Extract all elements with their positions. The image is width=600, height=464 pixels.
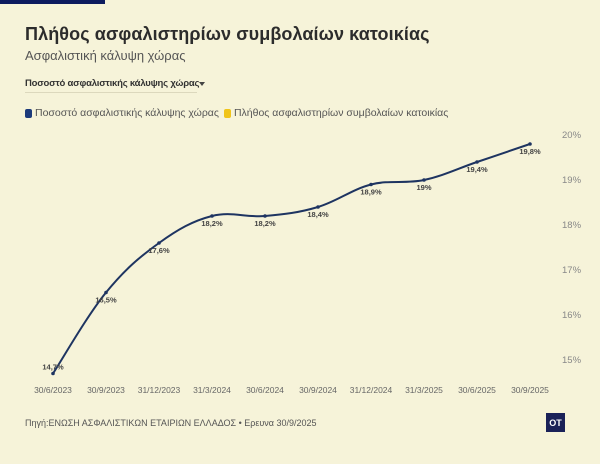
x-tick-label: 30/6/2025	[458, 385, 496, 395]
y-tick-label: 18%	[562, 220, 582, 231]
x-tick-label: 31/12/2024	[350, 385, 393, 395]
top-accent-bar	[0, 0, 105, 4]
data-point[interactable]	[263, 214, 267, 218]
x-tick-label: 31/3/2025	[405, 385, 443, 395]
data-point[interactable]	[528, 142, 532, 146]
data-label: 18,2%	[201, 219, 223, 228]
data-label: 19,4%	[466, 165, 488, 174]
data-point[interactable]	[369, 182, 373, 187]
source-note: Πηγή:ΕΝΩΣΗ ΑΣΦΑΛΙΣΤΙΚΩΝ ΕΤΑΙΡΙΩΝ ΕΛΛΑΔΟΣ…	[25, 418, 317, 428]
data-point[interactable]	[104, 290, 108, 295]
data-label: 17,6%	[148, 246, 170, 255]
data-point[interactable]	[157, 241, 161, 245]
data-point[interactable]	[316, 205, 320, 209]
chart-legend: Ποσοστό ασφαλιστικής κάλυψης χώρας Πλήθο…	[25, 107, 453, 119]
y-tick-label: 19%	[562, 175, 582, 186]
dropdown-selected-value: Ποσοστό ασφαλιστικής κάλυψης χώρας	[25, 78, 200, 89]
data-label: 14,7%	[42, 363, 64, 372]
legend-item-coverage[interactable]: Ποσοστό ασφαλιστικής κάλυψης χώρας	[25, 107, 219, 119]
line-chart: 20% 19% 18% 17% 16% 15% 30/6/2023 30/9/2023 31/1…	[34, 130, 582, 395]
data-label: 16,5%	[95, 296, 117, 305]
data-label: 19%	[416, 183, 431, 192]
chart-subtitle: Ασφαλιστική κάλυψη χώρας	[25, 48, 186, 63]
y-tick-label: 15%	[562, 355, 582, 366]
x-tick-label: 30/6/2023	[34, 385, 72, 395]
data-label: 19,8%	[519, 147, 541, 156]
coverage-line	[52, 143, 531, 375]
ot-logo: OT	[546, 413, 565, 432]
data-label: 18,9%	[360, 188, 382, 197]
series-dropdown[interactable]: Ποσοστό ασφαλιστικής κάλυψης χώρας	[25, 75, 206, 93]
x-tick-label: 31/3/2024	[193, 385, 231, 395]
x-tick-label: 30/9/2025	[511, 385, 549, 395]
legend-swatch-navy-icon	[25, 108, 32, 118]
data-label: 18,4%	[307, 210, 329, 219]
x-tick-label: 30/9/2024	[299, 385, 337, 395]
x-tick-label: 30/9/2023	[87, 385, 125, 395]
legend-label: Ποσοστό ασφαλιστικής κάλυψης χώρας	[35, 107, 219, 119]
y-tick-label: 20%	[562, 130, 582, 141]
data-point[interactable]	[210, 214, 214, 218]
chart-title: Πλήθος ασφαλιστηρίων συμβολαίων κατοικία…	[25, 24, 430, 44]
data-point[interactable]	[51, 371, 55, 376]
data-point[interactable]	[422, 178, 426, 182]
x-tick-label: 31/12/2023	[138, 385, 181, 395]
legend-label: Πλήθος ασφαλιστηρίων συμβολαίων κατοικία…	[233, 107, 449, 119]
legend-item-policies[interactable]: Πλήθος ασφαλιστηρίων συμβολαίων κατοικία…	[223, 107, 449, 119]
x-tick-label: 30/6/2024	[246, 385, 284, 395]
y-tick-label: 17%	[562, 265, 582, 276]
y-tick-label: 16%	[562, 310, 582, 321]
chevron-down-icon	[199, 81, 206, 86]
legend-swatch-yellow-icon	[223, 108, 231, 118]
data-label: 18,2%	[254, 219, 276, 228]
data-point[interactable]	[475, 160, 479, 164]
